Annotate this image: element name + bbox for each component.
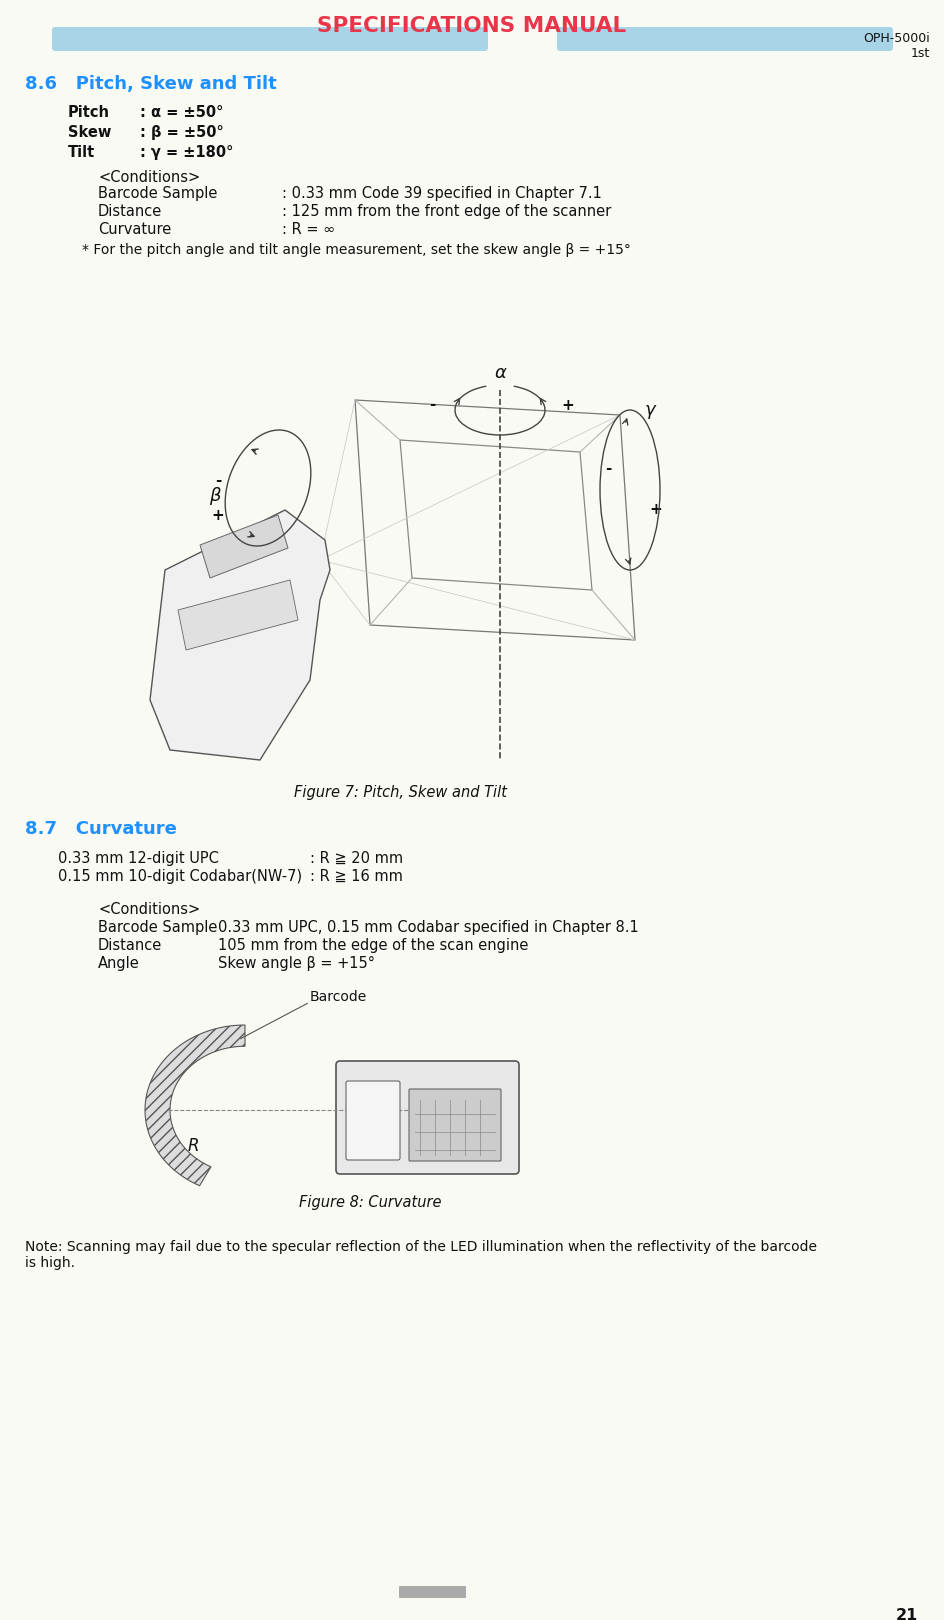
- FancyBboxPatch shape: [409, 1089, 501, 1162]
- Text: Barcode Sample: Barcode Sample: [98, 920, 217, 935]
- Polygon shape: [200, 515, 288, 578]
- Text: Distance: Distance: [98, 204, 162, 219]
- Text: Skew: Skew: [68, 125, 111, 139]
- Text: OPH-5000i: OPH-5000i: [863, 32, 930, 45]
- FancyBboxPatch shape: [52, 28, 488, 50]
- Text: SPECIFICATIONS MANUAL: SPECIFICATIONS MANUAL: [317, 16, 627, 36]
- Text: 0.33 mm 12-digit UPC: 0.33 mm 12-digit UPC: [58, 850, 219, 867]
- Text: : R ≧ 16 mm: : R ≧ 16 mm: [310, 868, 403, 885]
- Polygon shape: [150, 510, 330, 760]
- Text: +: +: [211, 509, 225, 523]
- Text: Figure 7: Pitch, Skew and Tilt: Figure 7: Pitch, Skew and Tilt: [294, 786, 507, 800]
- Text: : α = ±50°: : α = ±50°: [140, 105, 224, 120]
- Text: γ: γ: [645, 402, 656, 420]
- Text: Pitch: Pitch: [68, 105, 110, 120]
- Text: 8.6   Pitch, Skew and Tilt: 8.6 Pitch, Skew and Tilt: [25, 75, 277, 92]
- Text: : β = ±50°: : β = ±50°: [140, 125, 224, 139]
- Text: Barcode: Barcode: [310, 990, 367, 1004]
- Text: 105 mm from the edge of the scan engine: 105 mm from the edge of the scan engine: [218, 938, 529, 953]
- Text: Curvature: Curvature: [98, 222, 171, 237]
- Text: β: β: [210, 488, 221, 505]
- Text: : R = ∞: : R = ∞: [282, 222, 335, 237]
- Text: Note: Scanning may fail due to the specular reflection of the LED illumination w: Note: Scanning may fail due to the specu…: [25, 1239, 817, 1270]
- FancyBboxPatch shape: [336, 1061, 519, 1174]
- FancyBboxPatch shape: [399, 1586, 466, 1597]
- Text: <Conditions>: <Conditions>: [98, 170, 200, 185]
- Text: -: -: [215, 473, 221, 488]
- Text: 8.7   Curvature: 8.7 Curvature: [25, 820, 177, 838]
- Text: 0.15 mm 10-digit Codabar(NW-7): 0.15 mm 10-digit Codabar(NW-7): [58, 868, 302, 885]
- Text: Distance: Distance: [98, 938, 162, 953]
- Text: Figure 8: Curvature: Figure 8: Curvature: [298, 1196, 441, 1210]
- Text: +: +: [649, 502, 663, 517]
- Text: Tilt: Tilt: [68, 146, 95, 160]
- Text: -: -: [429, 397, 435, 413]
- Text: R: R: [188, 1137, 199, 1155]
- FancyBboxPatch shape: [346, 1081, 400, 1160]
- Text: Angle: Angle: [98, 956, 140, 970]
- Text: : 0.33 mm Code 39 specified in Chapter 7.1: : 0.33 mm Code 39 specified in Chapter 7…: [282, 186, 602, 201]
- Text: 21: 21: [896, 1609, 918, 1620]
- Text: -: -: [605, 460, 611, 476]
- Text: α: α: [494, 364, 506, 382]
- Text: : R ≧ 20 mm: : R ≧ 20 mm: [310, 850, 403, 867]
- Polygon shape: [178, 580, 298, 650]
- Text: : γ = ±180°: : γ = ±180°: [140, 146, 233, 160]
- Polygon shape: [145, 1025, 245, 1186]
- Text: <Conditions>: <Conditions>: [98, 902, 200, 917]
- Text: Barcode Sample: Barcode Sample: [98, 186, 217, 201]
- FancyBboxPatch shape: [557, 28, 893, 50]
- Text: +: +: [562, 397, 574, 413]
- Text: Skew angle β = +15°: Skew angle β = +15°: [218, 956, 375, 970]
- Text: * For the pitch angle and tilt angle measurement, set the skew angle β = +15°: * For the pitch angle and tilt angle mea…: [82, 243, 631, 258]
- Text: 1st: 1st: [911, 47, 930, 60]
- Text: : 125 mm from the front edge of the scanner: : 125 mm from the front edge of the scan…: [282, 204, 612, 219]
- Text: 0.33 mm UPC, 0.15 mm Codabar specified in Chapter 8.1: 0.33 mm UPC, 0.15 mm Codabar specified i…: [218, 920, 639, 935]
